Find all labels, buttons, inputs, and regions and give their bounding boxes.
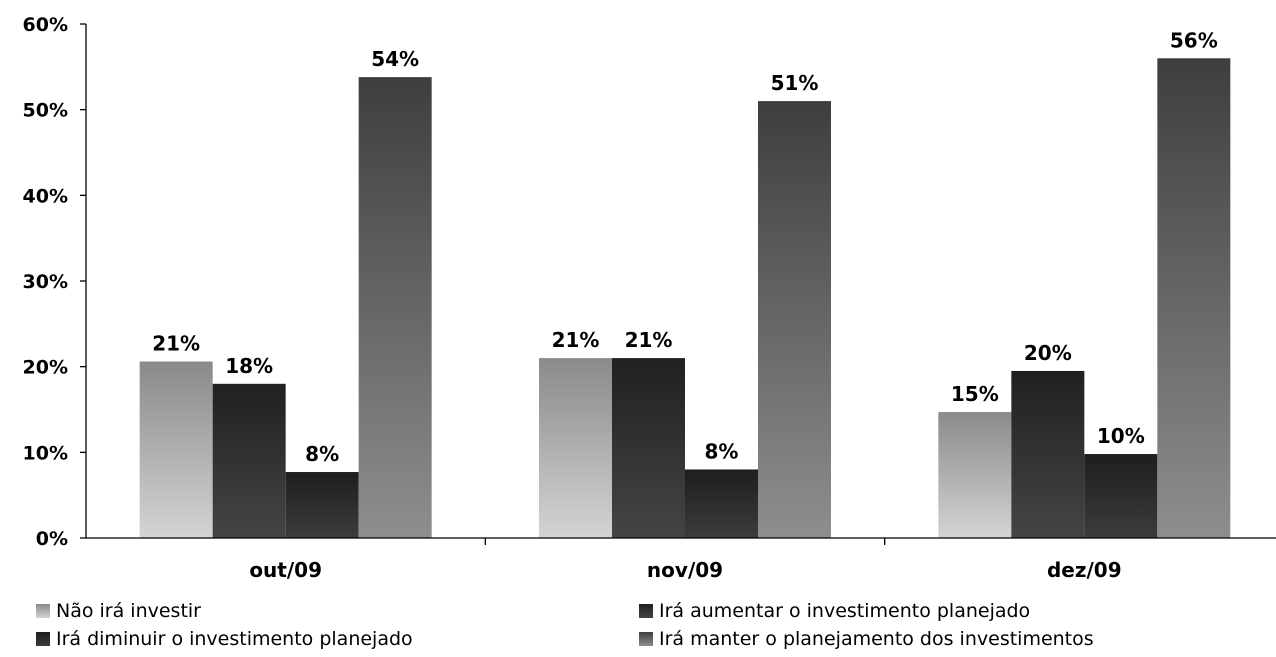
data-label-series-1-dez-09: 15% <box>951 382 999 406</box>
bar-series-1-dez-09 <box>938 412 1012 538</box>
data-label-series-2-out-09: 18% <box>225 354 273 378</box>
y-axis: 0% 10% 20% 30% 40% 50% 60% <box>23 14 86 550</box>
bar-series-3-out-09 <box>285 472 359 538</box>
data-label-series-2-dez-09: 20% <box>1024 341 1072 365</box>
legend-label-ira-manter: Irá manter o planejamento dos investimen… <box>659 628 1094 650</box>
bar-series-4-nov-09 <box>758 101 831 538</box>
data-label-series-3-dez-09: 10% <box>1097 424 1145 448</box>
x-tick-label: dez/09 <box>1047 558 1122 582</box>
legend: Não irá investir Irá aumentar o investim… <box>0 600 1276 657</box>
x-axis: out/09 nov/09 dez/09 <box>249 538 1122 582</box>
data-label-series-3-nov-09: 8% <box>705 439 739 463</box>
data-label-series-4-out-09: 54% <box>371 47 419 71</box>
data-label-series-3-out-09: 8% <box>305 442 339 466</box>
legend-label-ira-aumentar: Irá aumentar o investimento planejado <box>659 600 1031 622</box>
bar-series-2-nov-09 <box>612 358 685 538</box>
bar-series-2-out-09 <box>212 383 286 538</box>
y-tick-label: 60% <box>23 14 68 36</box>
legend-item-ira-manter: Irá manter o planejamento dos investimen… <box>639 628 1094 650</box>
data-label-series-4-dez-09: 56% <box>1170 28 1218 52</box>
data-label-series-4-nov-09: 51% <box>771 71 819 95</box>
y-tick-label: 50% <box>23 100 68 122</box>
data-label-series-1-out-09: 21% <box>152 332 200 356</box>
y-tick-label: 0% <box>36 528 68 550</box>
legend-swatch-ira-diminuir <box>36 632 50 646</box>
bar-series-3-dez-09 <box>1084 454 1158 538</box>
y-tick-label: 30% <box>23 271 68 293</box>
y-tick-label: 10% <box>23 442 68 464</box>
x-tick-label: nov/09 <box>647 558 723 582</box>
bar-series-1-nov-09 <box>539 358 612 538</box>
legend-item-ira-diminuir: Irá diminuir o investimento planejado <box>36 628 413 650</box>
bar-series-3-nov-09 <box>685 469 758 538</box>
x-tick-label: out/09 <box>249 558 322 582</box>
legend-label-nao-ira-investir: Não irá investir <box>56 600 201 622</box>
legend-item-nao-ira-investir: Não irá investir <box>36 600 201 622</box>
data-labels-group: 21% 18% 8% 54% 21% 21% 8% 51% 15% 20% 10% 56% <box>152 28 1218 466</box>
y-tick-label: 20% <box>23 357 68 379</box>
bars-group <box>139 58 1231 539</box>
legend-swatch-nao-ira-investir <box>36 604 50 618</box>
data-label-series-1-nov-09: 21% <box>552 328 600 352</box>
bar-series-2-dez-09 <box>1011 370 1085 538</box>
legend-swatch-ira-aumentar <box>639 604 653 618</box>
data-label-series-2-nov-09: 21% <box>625 328 673 352</box>
bar-series-4-dez-09 <box>1157 58 1231 539</box>
bar-chart: 21% 18% 8% 54% 21% 21% 8% 51% 15% 20% 10% 56% 0% 10%… <box>23 14 1276 582</box>
legend-item-ira-aumentar: Irá aumentar o investimento planejado <box>639 600 1030 622</box>
y-tick-label: 40% <box>23 185 68 207</box>
bar-series-4-out-09 <box>358 77 432 538</box>
legend-label-ira-diminuir: Irá diminuir o investimento planejado <box>56 628 413 650</box>
bar-series-1-out-09 <box>139 361 213 538</box>
legend-swatch-ira-manter <box>639 632 653 646</box>
